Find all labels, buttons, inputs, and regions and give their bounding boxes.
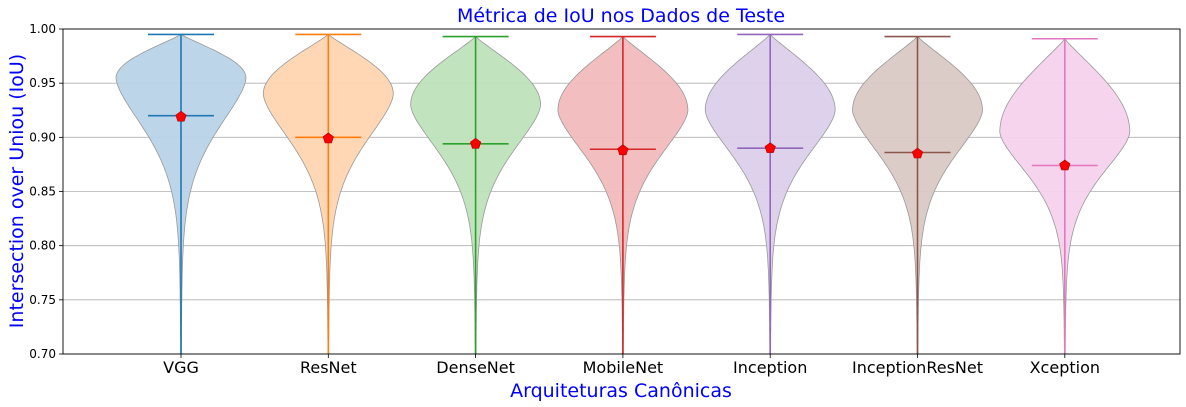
x-tick-label: Xception <box>1030 358 1100 377</box>
y-tick-label: 1.00 <box>29 22 56 36</box>
violin-inceptionresnet <box>852 35 983 354</box>
x-tick-label: Inception <box>733 358 807 377</box>
x-tick-label: MobileNet <box>583 358 664 377</box>
violin-mean-marker <box>911 147 924 159</box>
violin-mean-marker <box>1059 159 1071 171</box>
y-tick-label: 0.90 <box>29 130 56 144</box>
y-axis-label: Intersection over Uniou (IoU) <box>6 54 28 328</box>
x-tick-label: DenseNet <box>436 358 515 377</box>
violin-mean-marker <box>175 110 187 122</box>
x-tick-label: ResNet <box>300 358 357 377</box>
y-tick-label: 0.95 <box>29 76 56 90</box>
x-axis: VGG ResNet DenseNet MobileNet Inception Incep… <box>163 354 1100 377</box>
violin-resnet <box>262 33 394 354</box>
violin-inception <box>704 33 836 354</box>
y-tick-label: 0.85 <box>29 185 56 199</box>
y-tick-label: 0.80 <box>29 239 56 253</box>
chart-title: Métrica de IoU nos Dados de Teste <box>457 5 785 27</box>
violin-mean-marker <box>470 137 482 149</box>
y-tick-label: 0.75 <box>29 293 56 307</box>
violin-densenet <box>410 35 541 354</box>
x-tick-label: VGG <box>163 358 199 377</box>
violin-mobilenet <box>557 35 689 354</box>
x-tick-label: InceptionResNet <box>852 358 983 377</box>
violin-vgg <box>115 33 247 354</box>
violin-mean-marker <box>322 132 334 144</box>
x-axis-label: Arquiteturas Canônicas <box>510 380 732 402</box>
violin-xception <box>999 37 1131 354</box>
violin-mean-marker <box>617 144 629 156</box>
y-axis: 0.70 0.75 0.80 0.85 0.90 0.95 1.00 <box>29 22 63 361</box>
violins <box>115 33 1131 354</box>
y-tick-label: 0.70 <box>29 347 56 361</box>
violin-mean-marker <box>764 142 776 153</box>
